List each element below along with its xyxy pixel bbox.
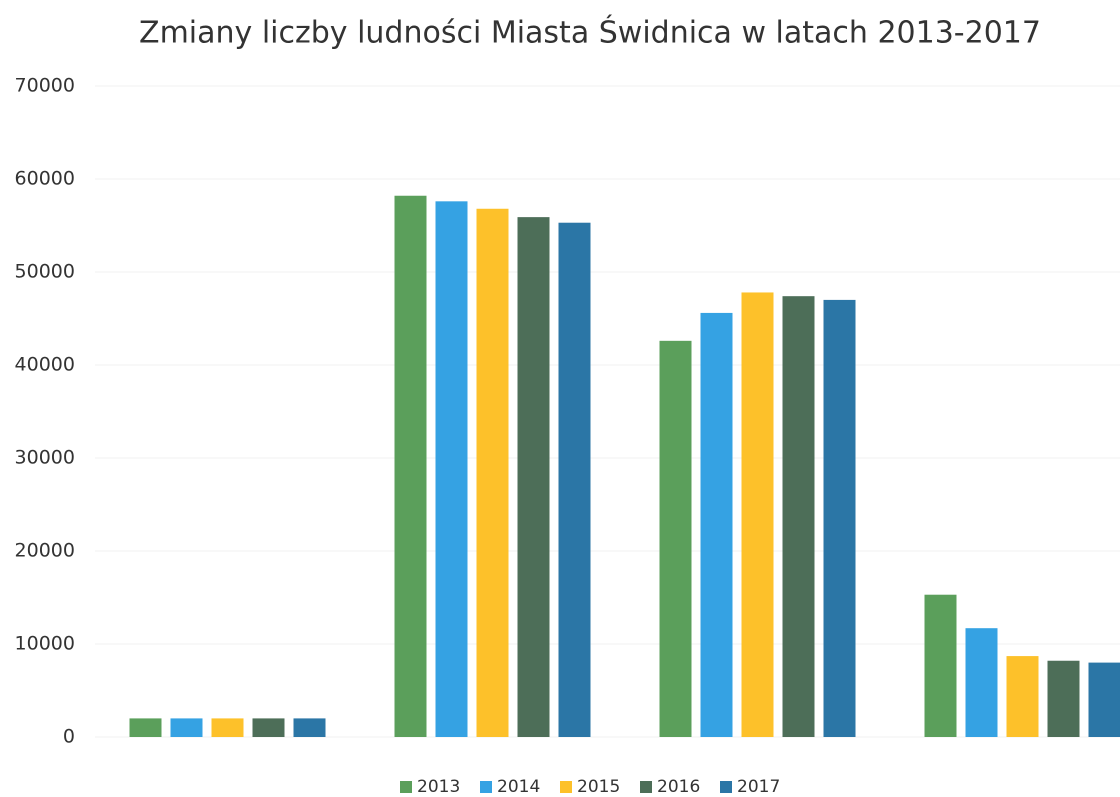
y-tick-label: 30000 — [15, 447, 75, 469]
y-tick-label: 10000 — [15, 633, 75, 655]
bar — [517, 217, 550, 737]
bar — [252, 718, 285, 737]
legend-swatch — [640, 781, 652, 793]
bar — [394, 195, 427, 738]
legend-swatch — [480, 781, 492, 793]
y-tick-label: 40000 — [15, 354, 75, 376]
bar — [1047, 660, 1080, 737]
legend-label: 2016 — [657, 777, 700, 797]
bar — [700, 312, 733, 737]
bar — [129, 718, 162, 737]
y-tick-label: 50000 — [15, 261, 75, 283]
bar — [1088, 662, 1120, 737]
bar — [965, 628, 998, 737]
bar — [476, 208, 509, 737]
legend-swatch — [400, 781, 412, 793]
bar — [659, 340, 692, 737]
legend-label: 2017 — [737, 777, 780, 797]
bar — [1006, 656, 1039, 737]
legend-label: 2015 — [577, 777, 620, 797]
bar — [211, 718, 244, 737]
bar — [924, 594, 957, 737]
legend-label: 2014 — [497, 777, 540, 797]
bar — [293, 718, 326, 737]
y-tick-label: 0 — [63, 726, 75, 748]
y-tick-label: 60000 — [15, 168, 75, 190]
y-tick-label: 20000 — [15, 540, 75, 562]
legend-swatch — [720, 781, 732, 793]
bar — [823, 299, 856, 737]
bar — [741, 292, 774, 737]
bar — [435, 201, 468, 737]
chart-title: Zmiany liczby ludności Miasta Świdnica w… — [139, 14, 1041, 51]
bar — [782, 296, 815, 737]
legend-label: 2013 — [417, 777, 460, 797]
bar — [558, 222, 591, 737]
legend-swatch — [560, 781, 572, 793]
bar — [170, 718, 203, 737]
y-tick-label: 70000 — [15, 75, 75, 97]
